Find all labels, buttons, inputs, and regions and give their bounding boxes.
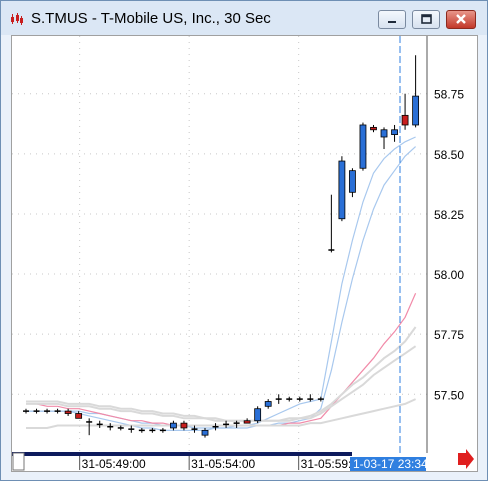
candle: [391, 124, 398, 142]
minimize-icon: [388, 21, 396, 23]
candle: [296, 396, 303, 402]
candle: [328, 194, 335, 253]
red-right-arrow-icon[interactable]: [458, 449, 474, 469]
candle: [96, 420, 103, 428]
price-tick-label: 58.75: [434, 88, 464, 102]
candle-body: [64, 410, 72, 414]
candle: [286, 396, 293, 402]
candle: [149, 427, 156, 433]
candle: [370, 124, 377, 133]
candle: [107, 423, 114, 431]
candle: [33, 408, 40, 414]
candle: [212, 423, 219, 431]
moving-average-line: [26, 146, 417, 429]
moving-average-line: [26, 345, 417, 422]
candle: [138, 427, 145, 433]
close-button[interactable]: [446, 10, 476, 29]
price-tick-label: 57.75: [434, 328, 464, 342]
candle: [201, 427, 209, 438]
candle: [264, 399, 272, 409]
candle-body: [201, 429, 209, 436]
close-icon: [456, 14, 466, 24]
candle: [170, 420, 177, 431]
candle-body: [180, 422, 188, 429]
gridlines: [12, 36, 427, 452]
candle: [128, 425, 135, 433]
title-bar[interactable]: S.TMUS - T-Mobile US, Inc., 30 Sec: [1, 1, 487, 35]
candle-body: [370, 126, 377, 131]
time-axis[interactable]: 31-05:49:00 31-05:54:00 31-05:59:00: [79, 456, 365, 471]
candle: [275, 394, 282, 404]
moving-averages: [26, 136, 417, 431]
candle: [254, 406, 262, 424]
window-title: S.TMUS - T-Mobile US, Inc., 30 Sec: [31, 10, 271, 27]
candle: [317, 396, 324, 402]
price-tick-label: 57.50: [434, 388, 464, 402]
candlestick-app-icon: [11, 13, 23, 25]
candle-body: [338, 160, 346, 220]
time-tick-label: 31-05:54:00: [191, 457, 255, 471]
candle: [159, 427, 166, 433]
candle: [338, 156, 346, 222]
candle: [380, 127, 388, 150]
candle: [117, 425, 124, 431]
candle: [359, 122, 367, 171]
time-scrollbar[interactable]: [12, 452, 352, 456]
cursor-time-label: 1-03-17 23:34:00: [353, 457, 445, 471]
candle-body: [243, 420, 251, 424]
candle: [75, 411, 83, 419]
candlesticks: [23, 55, 420, 438]
moving-average-line: [26, 398, 417, 429]
candle: [191, 425, 198, 433]
candle-body: [170, 422, 177, 429]
candle: [401, 93, 409, 130]
maximize-button[interactable]: [412, 10, 440, 29]
price-tick-label: 58.00: [434, 268, 464, 282]
candle: [54, 408, 61, 414]
moving-average-line: [26, 326, 417, 422]
candle: [23, 408, 29, 414]
time-tick-label: 31-05:49:00: [82, 457, 146, 471]
candle-body: [391, 129, 398, 135]
candle: [223, 420, 230, 428]
candle-body: [254, 408, 262, 422]
candle: [349, 168, 356, 198]
time-tick-label: 31-05:59:00: [301, 457, 365, 471]
candle: [44, 408, 51, 414]
moving-average-line: [26, 136, 416, 431]
price-tick-label: 58.25: [434, 208, 464, 222]
chart-area[interactable]: 58.75 58.50 58.25 58.00 57.75 57.50 31-05:49:…: [11, 35, 478, 472]
price-chart[interactable]: 58.75 58.50 58.25 58.00 57.75 57.50 31-05:49:…: [12, 36, 477, 471]
minimize-button[interactable]: [378, 10, 406, 29]
maximize-icon: [421, 14, 432, 24]
price-axis[interactable]: 58.75 58.50 58.25 58.00 57.75 57.50: [434, 88, 464, 403]
candle: [64, 408, 72, 416]
candle-body: [380, 129, 388, 138]
candle: [233, 420, 240, 428]
candle-body: [359, 124, 367, 169]
candle: [243, 418, 251, 424]
candle-body: [412, 95, 420, 126]
candle-body: [264, 401, 272, 407]
candle: [180, 420, 188, 431]
cursor-time-highlight: [350, 457, 426, 471]
time-scroll-handle[interactable]: [12, 452, 25, 471]
candle: [86, 418, 93, 436]
candle-body: [75, 413, 83, 419]
candle: [412, 55, 420, 128]
candle: [307, 394, 314, 402]
candle-body: [349, 170, 356, 193]
price-tick-label: 58.50: [434, 148, 464, 162]
candle-body: [401, 114, 409, 126]
